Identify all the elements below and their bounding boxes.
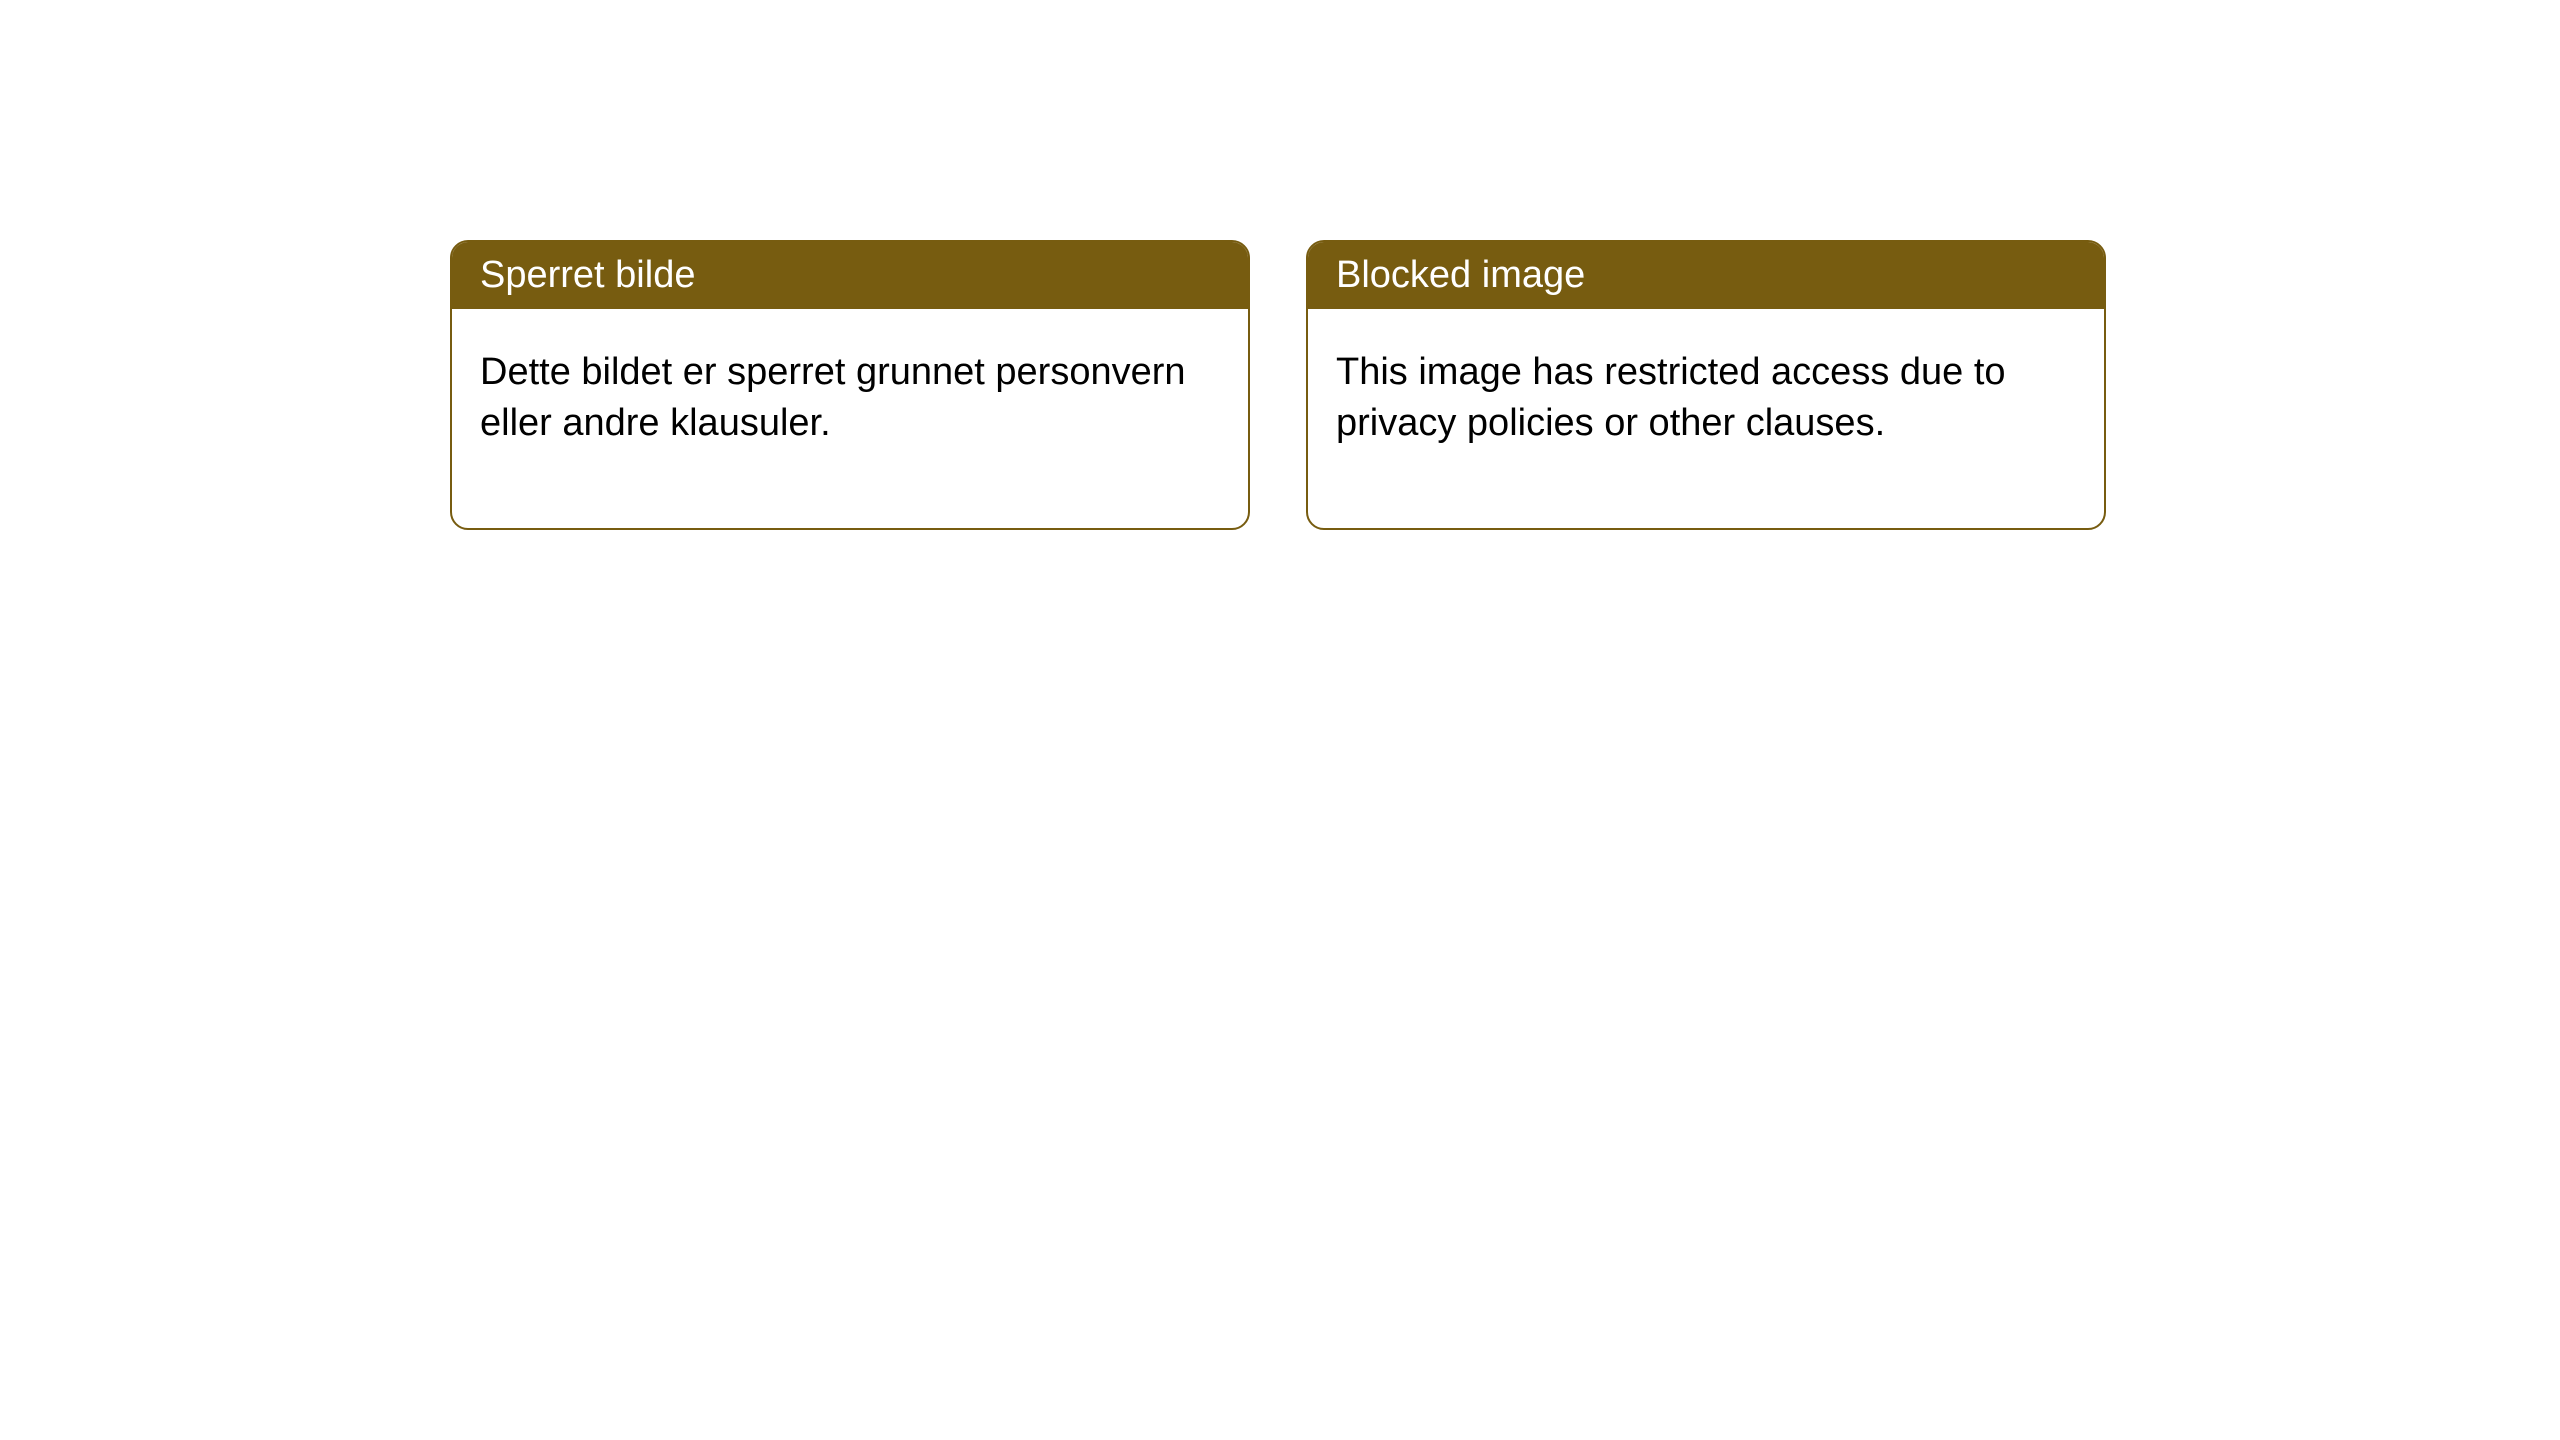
notice-body-no: Dette bildet er sperret grunnet personve… bbox=[452, 309, 1248, 528]
notice-title-no: Sperret bilde bbox=[452, 242, 1248, 309]
notice-title-en: Blocked image bbox=[1308, 242, 2104, 309]
notice-card-english: Blocked image This image has restricted … bbox=[1306, 240, 2106, 530]
notice-card-norwegian: Sperret bilde Dette bildet er sperret gr… bbox=[450, 240, 1250, 530]
notice-body-en: This image has restricted access due to … bbox=[1308, 309, 2104, 528]
blocked-image-notices: Sperret bilde Dette bildet er sperret gr… bbox=[450, 240, 2106, 530]
